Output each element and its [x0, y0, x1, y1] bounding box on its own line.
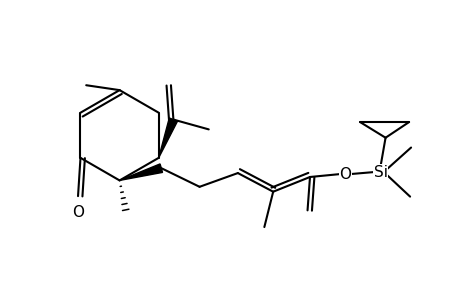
- Text: Si: Si: [373, 165, 387, 180]
- Polygon shape: [158, 118, 177, 158]
- Polygon shape: [119, 164, 162, 180]
- Text: O: O: [339, 167, 351, 182]
- Text: O: O: [72, 205, 84, 220]
